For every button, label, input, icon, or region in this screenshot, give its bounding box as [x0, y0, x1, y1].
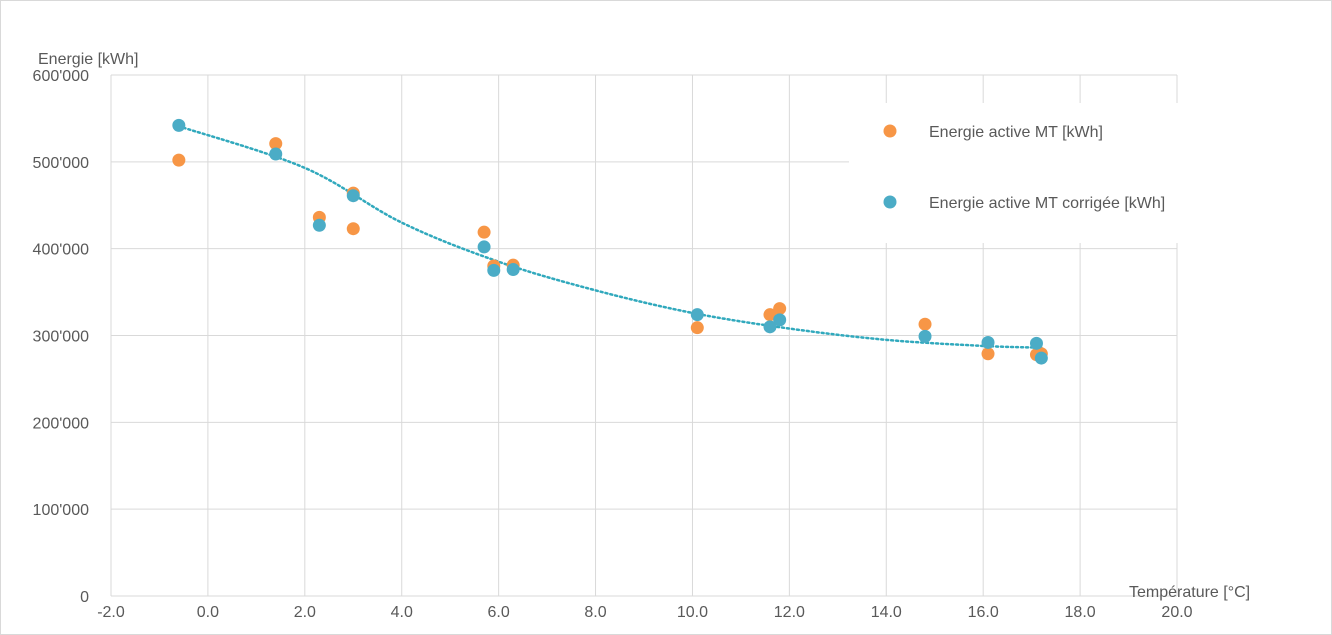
x-tick-label: 0.0 [197, 604, 219, 621]
point-energie-active [477, 225, 491, 239]
point-energie-corrigee [477, 240, 491, 254]
point-energie-active [773, 302, 787, 316]
x-tick-label: 16.0 [968, 604, 999, 621]
legend-marker [883, 195, 897, 209]
y-tick-label: 400'000 [33, 242, 90, 259]
y-tick-label: 0 [80, 589, 89, 606]
point-energie-corrigee [506, 263, 520, 277]
point-energie-corrigee [773, 313, 787, 327]
point-energie-corrigee [690, 308, 704, 322]
point-energie-active [172, 153, 186, 167]
legend-marker [883, 124, 897, 138]
x-tick-label: 6.0 [488, 604, 510, 621]
x-tick-label: 2.0 [294, 604, 316, 621]
point-energie-corrigee [763, 320, 777, 334]
trendline-path [177, 124, 1043, 349]
x-tick-labels: -2.0 0.0 2.0 4.0 6.0 8.0 10.0 12.0 14.0 16.0 18.0 2… [97, 604, 1192, 621]
legend-background [849, 103, 1269, 243]
point-energie-corrigee [269, 147, 283, 161]
y-tick-label: 600'000 [33, 68, 90, 85]
point-energie-corrigee [981, 335, 995, 349]
x-tick-label: 18.0 [1065, 604, 1096, 621]
y-tick-label: 500'000 [33, 155, 90, 172]
trendline [177, 124, 1043, 349]
y-tick-labels: 0 100'000 200'000 300'000 400'000 500'000 600'… [33, 68, 90, 606]
y-tick-label: 100'000 [33, 502, 90, 519]
y-tick-label: 300'000 [33, 329, 90, 346]
point-energie-corrigee [1034, 351, 1048, 365]
point-energie-active [763, 308, 777, 322]
point-energie-active [981, 347, 995, 361]
point-energie-corrigee [312, 218, 326, 232]
point-energie-corrigee [346, 189, 360, 203]
point-energie-active [346, 222, 360, 236]
point-energie-active [269, 137, 283, 151]
point-energie-corrigee [172, 118, 186, 132]
x-tick-label: -2.0 [97, 604, 125, 621]
point-energie-corrigee [1029, 336, 1043, 350]
point-energie-active [918, 317, 932, 331]
point-energie-corrigee [918, 329, 932, 343]
point-energie-active [690, 321, 704, 335]
y-tick-label: 200'000 [33, 415, 90, 432]
legend-label: Energie active MT [kWh] [929, 124, 1103, 141]
data-points [172, 118, 1048, 365]
legend-label: Energie active MT corrigée [kWh] [929, 195, 1165, 212]
x-tick-label: 4.0 [391, 604, 413, 621]
x-axis-title: Température [°C] [1129, 584, 1250, 601]
point-energie-corrigee [487, 263, 501, 277]
x-tick-label: 12.0 [774, 604, 805, 621]
legend: Energie active MT [kWh] Energie active MT… [883, 124, 1165, 212]
x-tick-label: 14.0 [871, 604, 902, 621]
x-tick-label: 20.0 [1161, 604, 1192, 621]
y-axis-title: Energie [kWh] [38, 51, 138, 68]
x-tick-label: 10.0 [677, 604, 708, 621]
x-tick-label: 8.0 [584, 604, 606, 621]
